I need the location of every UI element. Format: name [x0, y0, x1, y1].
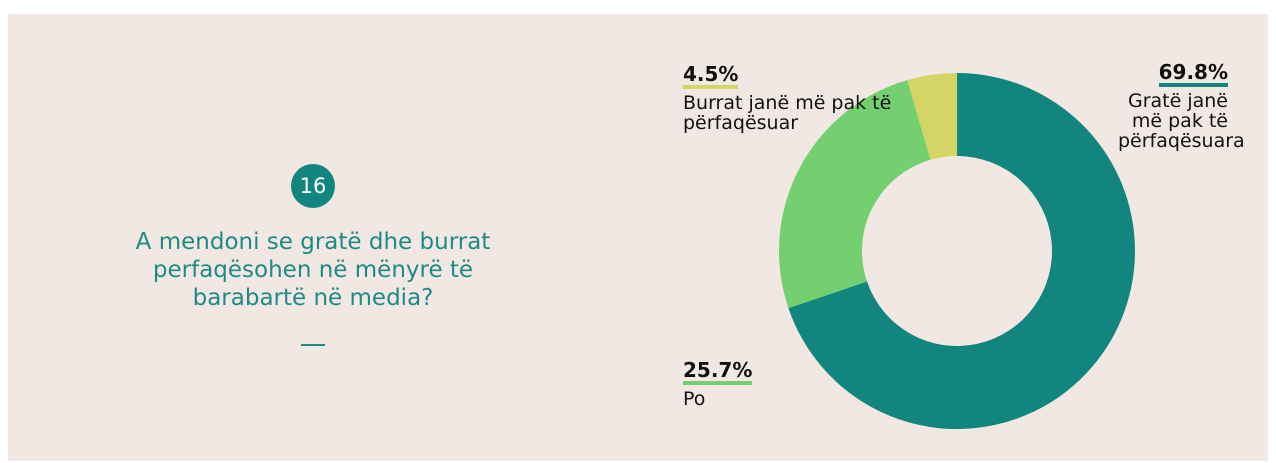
donut-segment [788, 73, 1135, 429]
slice-label: 4.5% Burrat janë më pak të përfaqësuar [683, 64, 923, 133]
question-text: A mendoni se gratë dhe burrat perfaqësoh… [135, 229, 491, 311]
slice-category: Po [683, 388, 706, 410]
question-number: 16 [291, 164, 335, 208]
slice-value-label: 69.8% [1158, 62, 1228, 87]
donut-segment [779, 80, 931, 309]
slice-value-label: 25.7% [683, 360, 753, 385]
divider [301, 344, 325, 346]
donut-segment [907, 73, 957, 160]
slice-label: 69.8% Gratë janë më pak të përfaqësuara [1078, 62, 1245, 152]
slice-label: 25.7% Po [683, 360, 883, 409]
slice-value-label: 4.5% [683, 64, 739, 89]
slice-category: Gratë janë më pak të përfaqësuara [1118, 90, 1245, 152]
slice-category: Burrat janë më pak të përfaqësuar [683, 92, 892, 134]
